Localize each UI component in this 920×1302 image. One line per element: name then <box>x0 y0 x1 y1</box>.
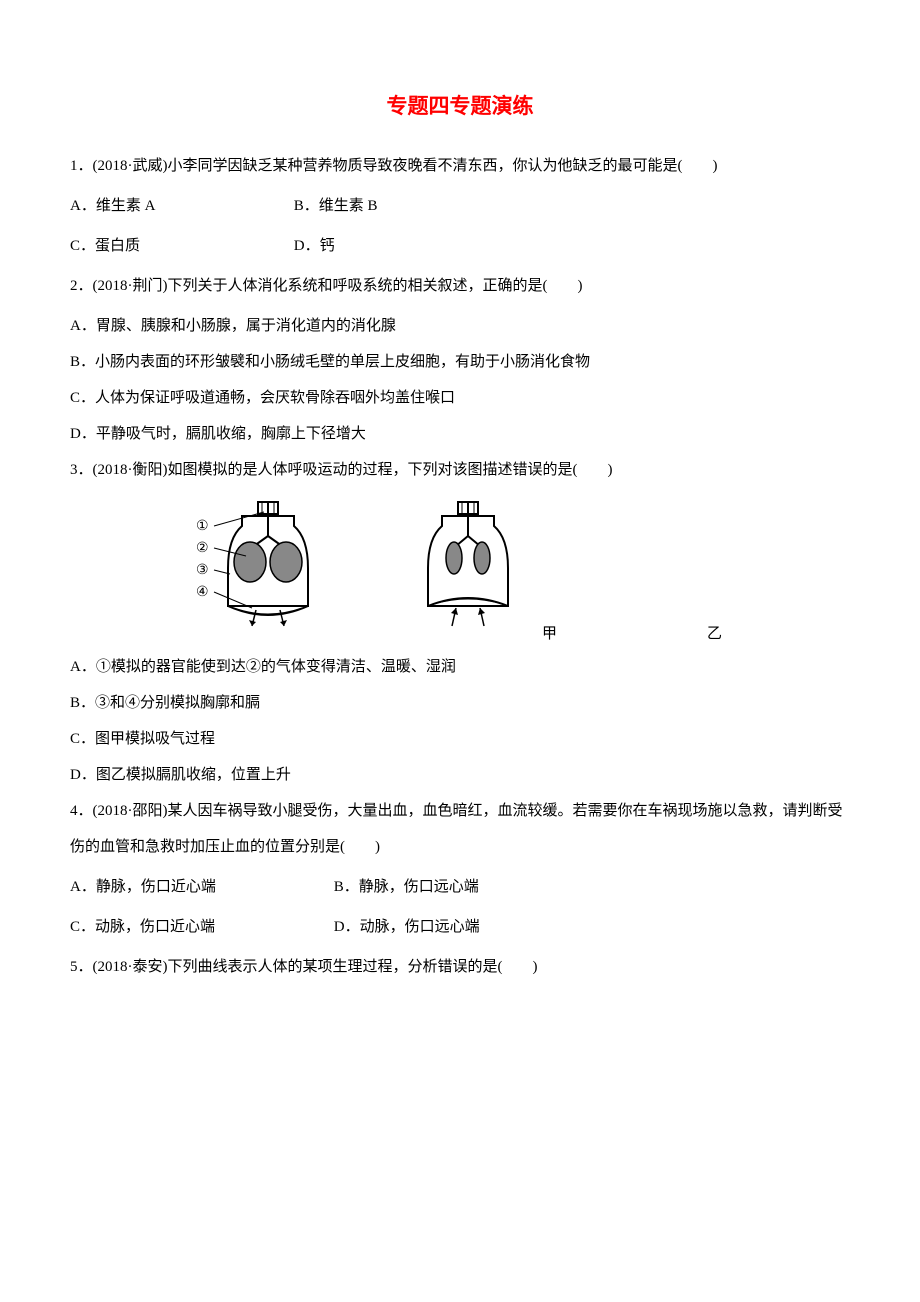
question-1-options-row1: A．维生素 A B．维生素 B <box>70 188 850 224</box>
marker-2: ② <box>196 540 209 557</box>
q3-diagram: ① ② ③ ④ <box>70 498 850 643</box>
marker-4: ④ <box>196 584 209 601</box>
q4-option-c: C．动脉，伤口近心端 <box>70 909 330 945</box>
question-1-options-row2: C．蛋白质 D．钙 <box>70 228 850 264</box>
q3-option-c: C．图甲模拟吸气过程 <box>70 721 850 757</box>
marker-3: ③ <box>196 562 209 579</box>
question-1-stem: 1．(2018·武威)小李同学因缺乏某种营养物质导致夜晚看不清东西，你认为他缺乏… <box>70 148 850 184</box>
q3-option-b: B．③和④分别模拟胸廓和膈 <box>70 685 850 721</box>
q1-option-c: C．蛋白质 <box>70 228 290 264</box>
q4-option-b: B．静脉，伤口远心端 <box>334 869 479 905</box>
q2-option-a: A．胃腺、胰腺和小肠腺，属于消化道内的消化腺 <box>70 308 850 344</box>
q1-option-b: B．维生素 B <box>294 188 378 224</box>
q3-option-a: A．①模拟的器官能使到达②的气体变得清洁、温暖、湿润 <box>70 649 850 685</box>
q1-option-a: A．维生素 A <box>70 188 290 224</box>
question-5-stem: 5．(2018·泰安)下列曲线表示人体的某项生理过程，分析错误的是( ) <box>70 949 850 985</box>
q4-option-d: D．动脉，伤口远心端 <box>334 909 480 945</box>
question-4-stem: 4．(2018·邵阳)某人因车祸导致小腿受伤，大量出血，血色暗红，血流较缓。若需… <box>70 793 850 865</box>
q2-option-d: D．平静吸气时，膈肌收缩，胸廓上下径增大 <box>70 416 850 452</box>
question-4-options-row2: C．动脉，伤口近心端 D．动脉，伤口远心端 <box>70 909 850 945</box>
q1-option-d: D．钙 <box>294 228 335 264</box>
marker-1: ① <box>196 518 209 535</box>
q4-option-a: A．静脉，伤口近心端 <box>70 869 330 905</box>
page-title: 专题四专题演练 <box>70 90 850 120</box>
question-4-options-row1: A．静脉，伤口近心端 B．静脉，伤口远心端 <box>70 869 850 905</box>
q2-option-c: C．人体为保证呼吸道通畅，会厌软骨除吞咽外均盖住喉口 <box>70 380 850 416</box>
q3-option-d: D．图乙模拟膈肌收缩，位置上升 <box>70 757 850 793</box>
question-3-stem: 3．(2018·衡阳)如图模拟的是人体呼吸运动的过程，下列对该图描述错误的是( … <box>70 452 850 488</box>
diagram-jar-left <box>198 498 338 638</box>
diagram-label-right: 乙 <box>707 622 722 643</box>
q2-option-b: B．小肠内表面的环形皱襞和小肠绒毛壁的单层上皮细胞，有助于小肠消化食物 <box>70 344 850 380</box>
diagram-label-left: 甲 <box>542 622 557 643</box>
diagram-jar-right <box>398 498 538 638</box>
question-2-stem: 2．(2018·荆门)下列关于人体消化系统和呼吸系统的相关叙述，正确的是( ) <box>70 268 850 304</box>
